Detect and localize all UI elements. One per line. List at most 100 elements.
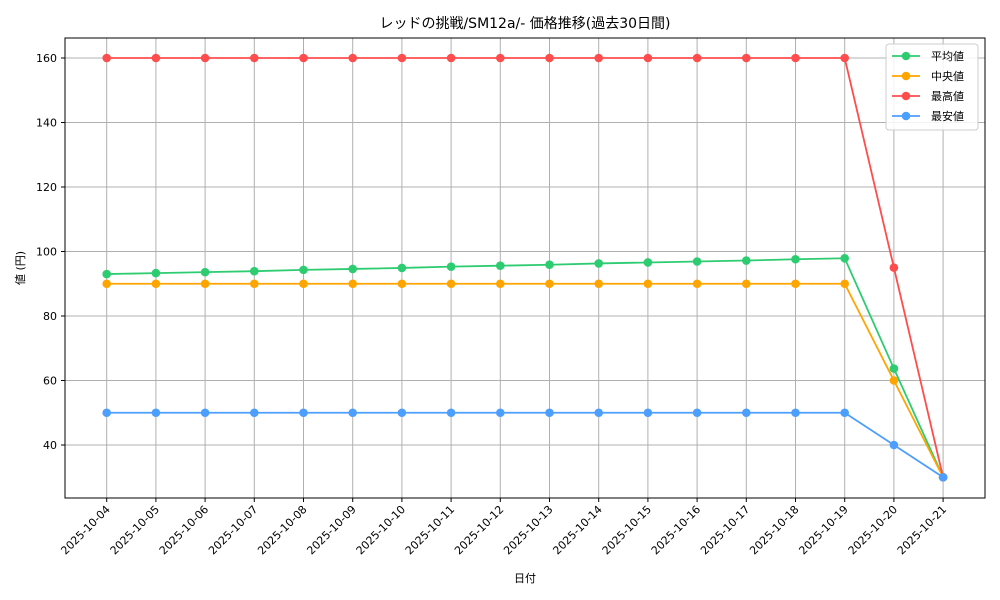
data-point [299, 53, 308, 63]
y-tick-label: 40 [43, 439, 57, 452]
data-point [692, 279, 702, 289]
legend-label: 最安値 [931, 109, 964, 123]
data-point [791, 408, 800, 418]
data-point [397, 408, 407, 418]
data-point [102, 279, 111, 289]
series-line [106, 282, 944, 478]
series-3 [102, 408, 948, 482]
data-point [840, 53, 849, 63]
data-point [545, 53, 554, 63]
x-tick-label: 2025-10-04 [58, 503, 112, 557]
data-point [496, 261, 505, 270]
data-point [889, 440, 899, 450]
data-point [446, 262, 456, 271]
series-0 [102, 253, 948, 482]
data-point [496, 408, 505, 418]
data-point [200, 53, 210, 63]
data-point [496, 279, 505, 289]
data-point [594, 279, 603, 289]
plot-frame [64, 37, 986, 499]
data-series [102, 53, 948, 482]
data-point [938, 472, 948, 482]
x-tick-label: 2025-10-21 [895, 503, 949, 557]
y-tick-label: 80 [43, 310, 57, 323]
data-point [299, 265, 308, 275]
chart-title: レッドの挑戦/SM12a/- 価格推移(過去30日間) [379, 16, 670, 32]
legend-label: 中央値 [931, 70, 964, 83]
legend-label: 最高値 [931, 89, 964, 103]
data-point [545, 279, 554, 289]
data-point [151, 279, 161, 289]
data-point [200, 279, 210, 289]
x-tick-label: 2025-10-17 [698, 503, 752, 557]
data-point [791, 53, 800, 63]
data-point [102, 53, 111, 63]
data-point [348, 264, 358, 274]
data-point [446, 408, 456, 418]
data-point [250, 53, 259, 63]
y-tick-label: 100 [36, 246, 57, 259]
data-point [151, 268, 161, 278]
data-point [742, 53, 751, 63]
data-point [545, 260, 554, 270]
x-tick-label: 2025-10-05 [108, 503, 162, 557]
data-point [397, 263, 407, 273]
legend-marker [901, 51, 911, 61]
x-tick-label: 2025-10-20 [846, 503, 900, 557]
y-tick-label: 120 [36, 181, 57, 194]
data-point [348, 279, 358, 289]
y-axis-ticks: 40 60 80 100 120 140 160 [36, 52, 65, 452]
data-point [397, 53, 407, 63]
data-point [250, 266, 259, 276]
x-axis-label: 日付 [514, 572, 536, 585]
grid-lines [65, 38, 985, 498]
data-point [299, 408, 308, 418]
legend-marker [901, 71, 911, 81]
data-point [250, 279, 259, 289]
x-tick-label: 2025-10-15 [600, 503, 654, 557]
data-point [102, 408, 111, 418]
x-tick-label: 2025-10-19 [796, 503, 850, 557]
data-point [496, 53, 505, 63]
data-point [102, 269, 111, 279]
data-point [545, 408, 554, 418]
data-point [643, 53, 653, 63]
data-point [643, 279, 653, 289]
data-point [692, 257, 702, 266]
data-point [643, 258, 653, 267]
data-point [692, 53, 702, 63]
x-tick-label: 2025-10-14 [550, 503, 604, 557]
series-line [106, 411, 944, 479]
x-tick-label: 2025-10-09 [304, 503, 358, 557]
legend-label: 平均値 [931, 50, 964, 63]
data-point [446, 53, 456, 63]
y-axis-label: 値 (円) [14, 251, 27, 285]
legend-marker [901, 111, 911, 121]
legend-marker [901, 91, 911, 101]
x-tick-label: 2025-10-13 [501, 503, 555, 557]
x-axis-ticks: 2025-10-042025-10-052025-10-062025-10-07… [58, 498, 949, 557]
x-tick-label: 2025-10-16 [649, 503, 703, 557]
series-2 [102, 53, 948, 482]
series-1 [102, 279, 948, 482]
data-point [200, 267, 210, 277]
data-point [151, 53, 161, 63]
data-point [742, 279, 751, 289]
series-line [106, 257, 944, 478]
data-point [594, 408, 603, 418]
x-tick-label: 2025-10-07 [206, 503, 260, 557]
x-tick-label: 2025-10-08 [255, 503, 309, 557]
data-point [840, 408, 849, 418]
data-point [594, 259, 603, 268]
data-point [889, 376, 899, 385]
data-point [791, 254, 800, 264]
x-tick-label: 2025-10-06 [157, 503, 211, 557]
data-point [692, 408, 702, 418]
data-point [840, 253, 849, 263]
y-tick-label: 140 [36, 117, 57, 130]
data-point [299, 279, 308, 289]
series-line [106, 57, 944, 478]
data-point [840, 279, 849, 289]
